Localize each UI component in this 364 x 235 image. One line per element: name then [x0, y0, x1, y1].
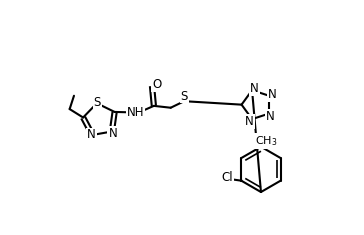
Text: N: N: [266, 110, 274, 123]
Text: CH$_3$: CH$_3$: [255, 134, 277, 148]
Text: N: N: [108, 127, 117, 140]
Text: O: O: [152, 78, 161, 91]
Text: NH: NH: [127, 106, 145, 119]
Text: S: S: [181, 90, 188, 102]
Text: N: N: [245, 115, 254, 128]
Text: N: N: [250, 82, 259, 95]
Text: Cl: Cl: [222, 171, 233, 184]
Text: N: N: [87, 129, 96, 141]
Text: N: N: [268, 88, 276, 101]
Text: S: S: [94, 96, 101, 109]
